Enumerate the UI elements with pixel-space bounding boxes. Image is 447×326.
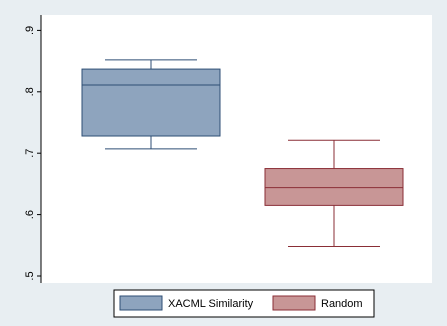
box-random	[264, 139, 404, 248]
y-tick-label: .5	[24, 271, 36, 280]
plot-area	[41, 15, 432, 283]
y-tick-label: .9	[24, 26, 36, 35]
y-tick-label: .6	[24, 210, 36, 219]
box-series	[81, 59, 404, 248]
legend-swatch	[119, 295, 163, 311]
y-tick-label: .8	[24, 87, 36, 96]
legend-swatch	[272, 295, 316, 311]
y-axis-ticks: .5 .6 .7 .8 .9	[24, 26, 41, 281]
iqr-box	[264, 168, 404, 206]
box-xacml-similarity	[81, 59, 221, 150]
legend: XACML Similarity Random	[113, 289, 375, 318]
y-tick-label: .7	[24, 149, 36, 158]
legend-label: XACML Similarity	[168, 298, 254, 310]
iqr-box	[81, 68, 221, 137]
legend-label: Random	[321, 298, 363, 310]
